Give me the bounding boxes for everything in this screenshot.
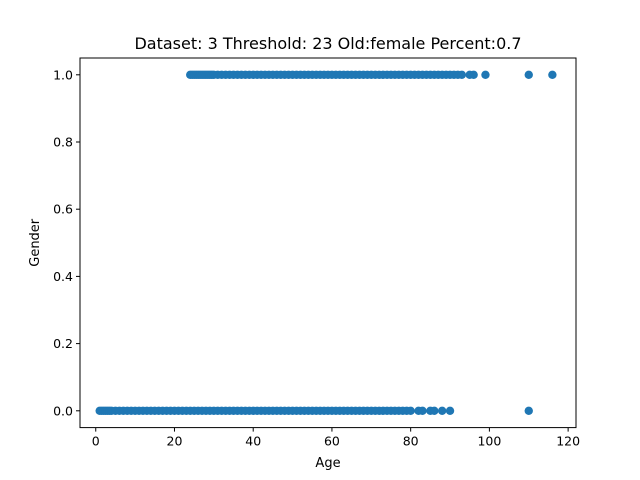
chart-title: Dataset: 3 Threshold: 23 Old:female Perc… xyxy=(134,34,521,53)
y-tick-label: 0.0 xyxy=(53,403,73,418)
data-points xyxy=(95,70,557,415)
x-axis-label: Age xyxy=(315,456,340,471)
data-point xyxy=(430,406,439,415)
x-tick-label: 120 xyxy=(556,434,580,449)
y-tick-label: 1.0 xyxy=(53,67,73,82)
data-point xyxy=(524,406,533,415)
y-tick-label: 0.2 xyxy=(53,336,73,351)
data-point xyxy=(406,406,415,415)
x-tick-label: 0 xyxy=(92,434,100,449)
data-point xyxy=(445,406,455,415)
x-tick-label: 60 xyxy=(324,434,340,449)
x-tick-label: 100 xyxy=(477,434,501,449)
data-point xyxy=(418,406,427,415)
x-tick-label: 20 xyxy=(167,434,183,449)
data-point xyxy=(481,70,490,80)
x-axis: 0 20 40 60 80 100 120 xyxy=(92,427,580,449)
y-tick-label: 0.6 xyxy=(53,202,73,217)
y-tick-label: 0.8 xyxy=(53,135,73,150)
y-axis-label: Gender xyxy=(28,218,43,267)
x-tick-label: 40 xyxy=(245,434,261,449)
plot-frame xyxy=(79,57,577,429)
x-tick-label: 80 xyxy=(403,434,419,449)
data-point xyxy=(457,70,467,80)
data-point xyxy=(437,406,447,415)
data-point xyxy=(548,70,557,80)
data-point xyxy=(469,70,478,80)
y-axis: 0.0 0.2 0.4 0.6 0.8 1.0 xyxy=(53,67,80,418)
y-tick-label: 0.4 xyxy=(53,269,73,284)
data-point xyxy=(524,70,533,80)
